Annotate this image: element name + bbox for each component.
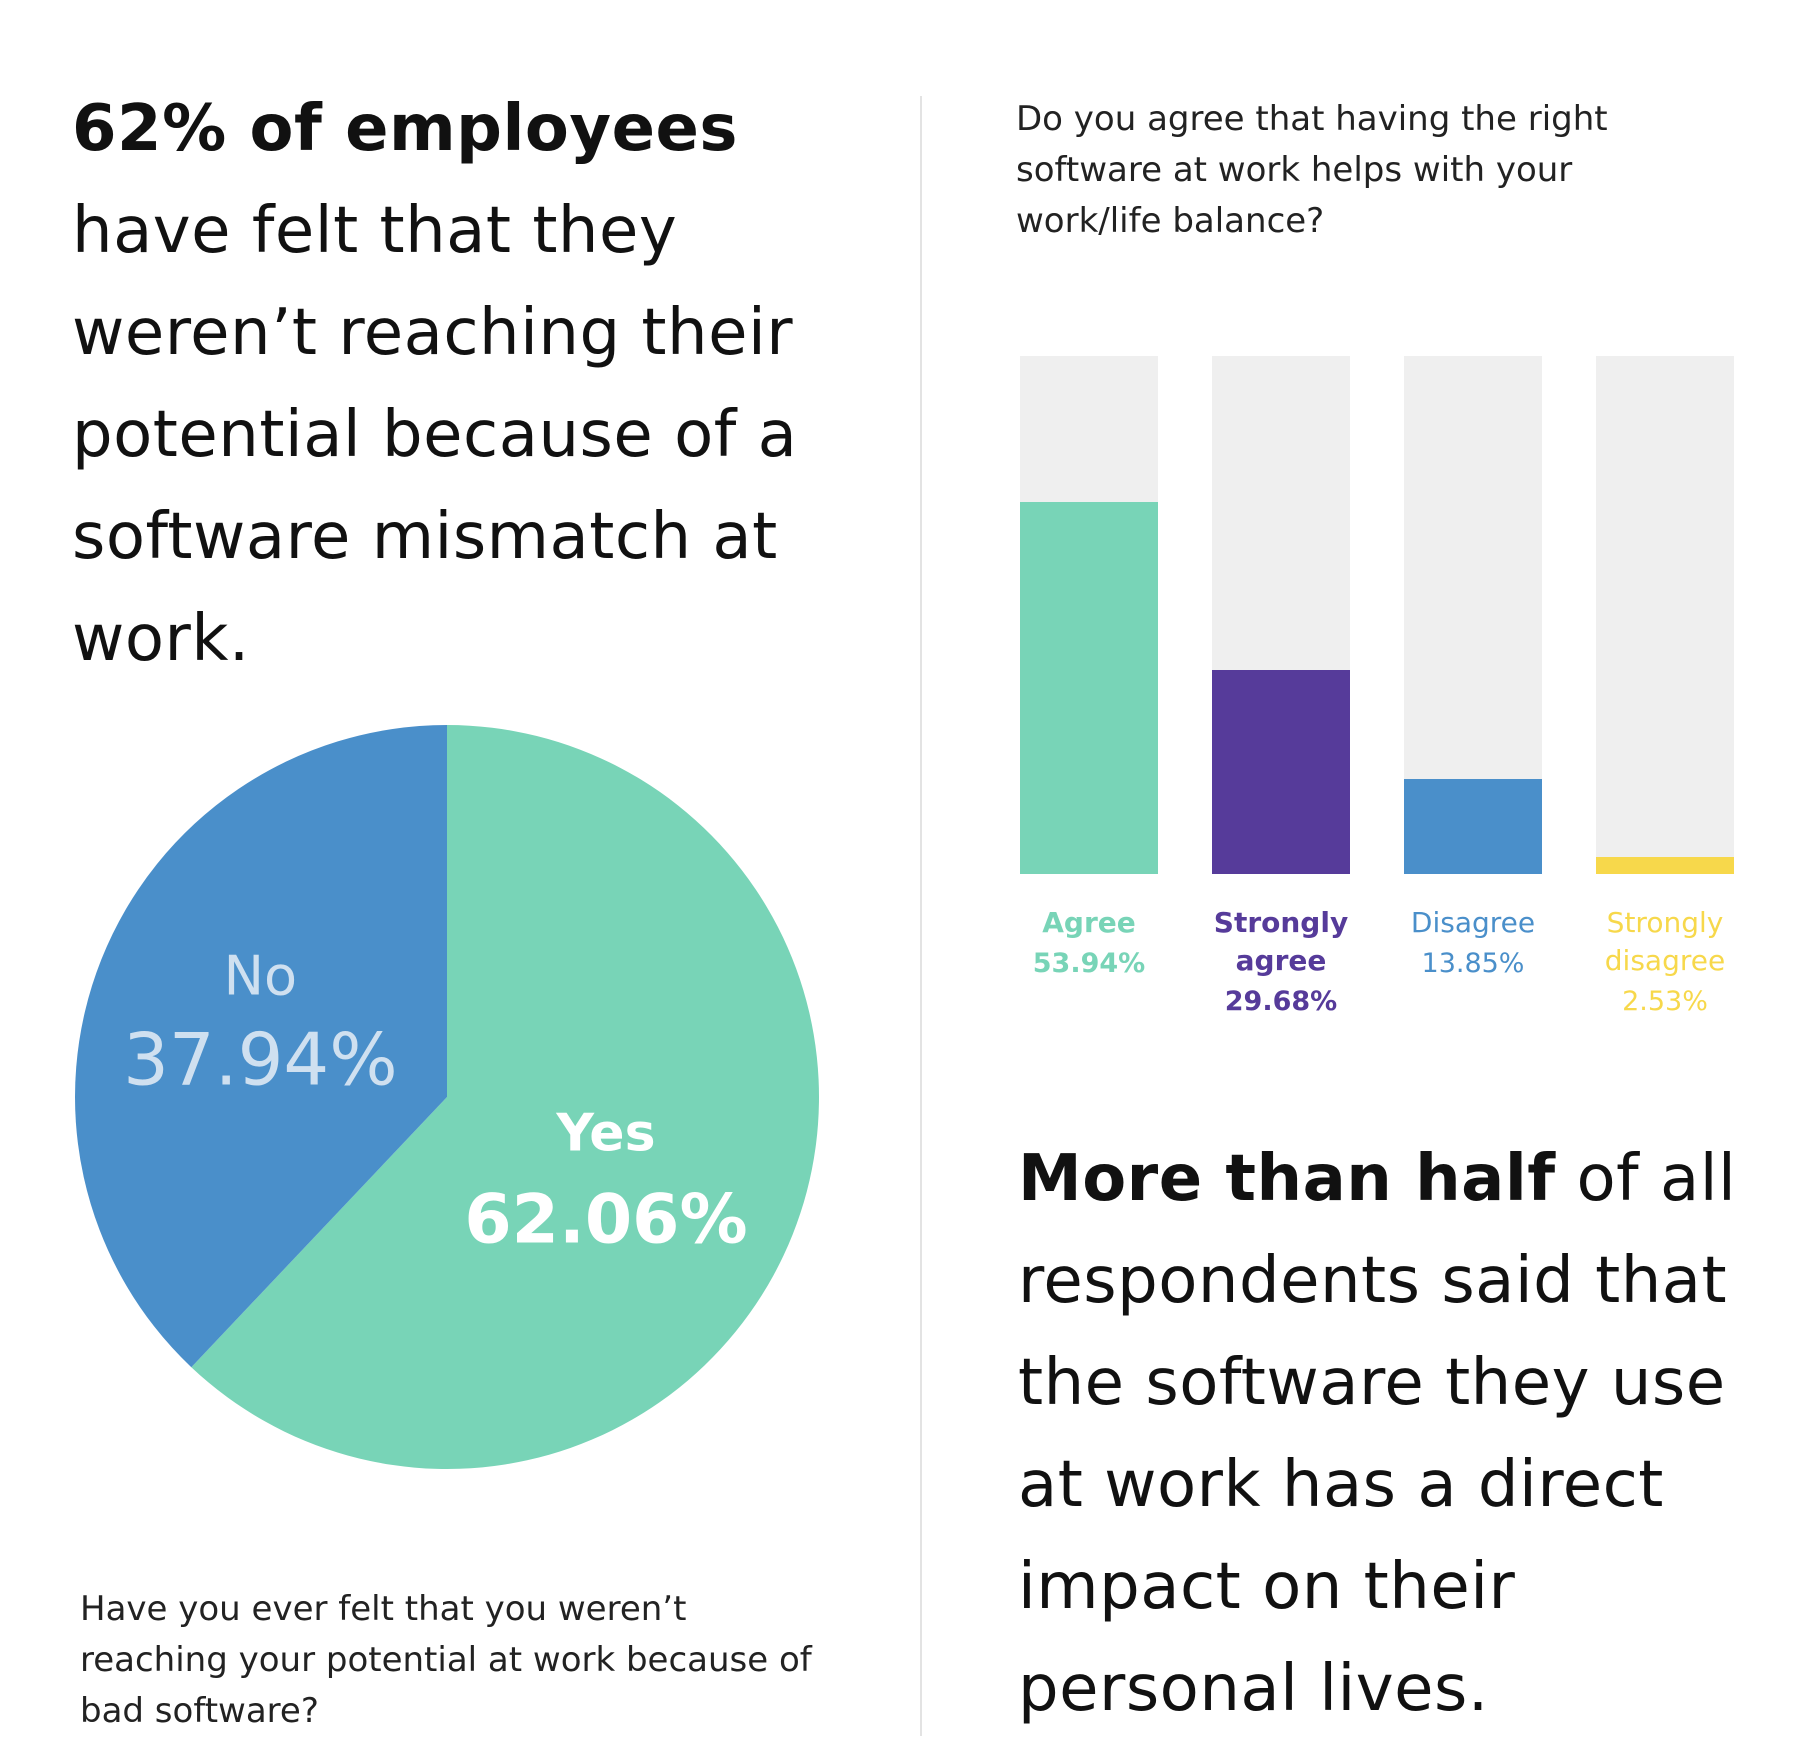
column-divider [920, 96, 922, 1736]
bar-category-label: Strongly agree [1213, 906, 1349, 977]
pie-label-no: No [224, 945, 297, 1008]
bar-label-agree: Agree 53.94% [1009, 904, 1169, 986]
pie-slice-no [75, 725, 447, 1368]
pie-value-yes: 62.06% [464, 1180, 747, 1259]
bar-label-strongly-disagree: Strongly disagree 2.53% [1585, 904, 1745, 1024]
right-headline-bold: More than half [1018, 1142, 1556, 1216]
bar-track [1596, 356, 1734, 874]
bar-label-disagree: Disagree 13.85% [1393, 904, 1553, 986]
bar-value-label: 2.53% [1622, 986, 1708, 1017]
bar-fill-agree [1020, 502, 1158, 874]
pie-label-yes: Yes [555, 1103, 655, 1163]
bar-fill-disagree [1404, 778, 1542, 874]
pie-slice-yes [191, 725, 819, 1469]
left-headline-rest: have felt that they weren’t reaching the… [72, 194, 798, 676]
bar-category-label: Agree [1042, 906, 1136, 939]
bar-category-label: Strongly disagree [1604, 906, 1726, 977]
bar-value-label: 13.85% [1421, 948, 1525, 979]
bar-question: Do you agree that having the right softw… [1016, 99, 1608, 241]
right-headline-rest: of all respondents said that the softwar… [1018, 1142, 1737, 1726]
left-headline: 62% of employees have felt that they wer… [72, 78, 832, 690]
pie-value-no: 37.94% [123, 1018, 398, 1102]
bar-label-strongly-agree: Strongly agree 29.68% [1201, 904, 1361, 1024]
bar-fill-strongly-agree [1212, 669, 1350, 874]
bar-value-label: 29.68% [1224, 986, 1338, 1017]
bar-fill-strongly-disagree [1596, 856, 1734, 874]
right-headline: More than half of all respondents said t… [1018, 1128, 1738, 1740]
left-headline-bold: 62% of employees [72, 92, 738, 166]
bar-category-label: Disagree [1410, 906, 1536, 939]
pie-question: Have you ever felt that you weren’t reac… [80, 1589, 812, 1731]
bar-value-label: 53.94% [1032, 948, 1146, 979]
